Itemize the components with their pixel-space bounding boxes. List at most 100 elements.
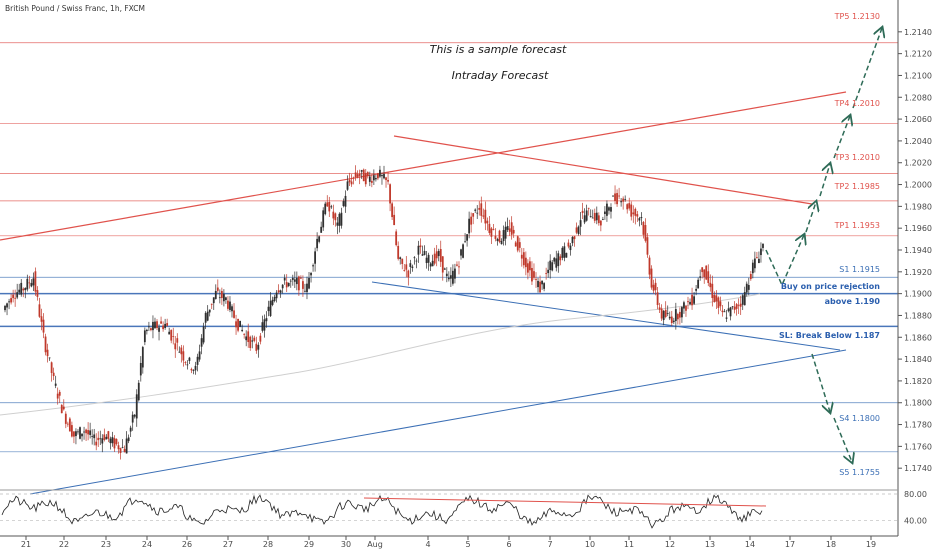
candle-body: [237, 318, 239, 331]
candle-body: [308, 277, 310, 289]
candle-body: [107, 431, 110, 439]
candle-body: [26, 278, 29, 290]
candle-body: [368, 176, 371, 182]
candle-body: [241, 329, 244, 332]
y-tick-label: 1.19000: [904, 290, 932, 299]
candle-body: [267, 306, 270, 312]
candle-body: [656, 292, 659, 305]
candle-body: [105, 436, 108, 440]
candle-body: [156, 321, 158, 328]
candle-body: [571, 236, 574, 244]
candle-body: [129, 427, 132, 432]
candle-body: [709, 282, 712, 288]
candle-body: [494, 235, 497, 239]
candle-body: [283, 277, 286, 281]
candle-body: [668, 316, 671, 319]
candle-body: [415, 260, 418, 262]
annotation-line-1: This is a sample forecast: [430, 43, 567, 56]
candle-body: [358, 173, 361, 176]
candle-body: [419, 245, 422, 248]
candle-body: [626, 204, 629, 210]
candle-body: [385, 177, 387, 181]
candle-body: [638, 218, 641, 221]
candle-body: [348, 179, 351, 183]
candle-body: [320, 226, 323, 233]
candle-body: [85, 429, 87, 434]
y-tick-label: 1.18000: [904, 399, 932, 408]
candle-body: [14, 297, 17, 299]
candle-body: [666, 313, 669, 314]
candle-body: [245, 336, 248, 341]
candle-body: [229, 301, 231, 310]
candle-body: [729, 307, 732, 317]
candle-body: [24, 287, 27, 291]
candle-body: [314, 251, 316, 264]
candle-body: [721, 310, 724, 313]
candle-body: [233, 310, 235, 318]
candle-body: [192, 370, 195, 371]
candle-body: [628, 203, 631, 209]
candle-body: [577, 226, 580, 234]
candle-body: [350, 181, 353, 185]
candle-body: [589, 216, 592, 218]
candle-body: [543, 283, 546, 289]
candle-body: [135, 394, 138, 419]
candle-body: [490, 228, 493, 237]
candle-body: [636, 214, 639, 217]
candle-body: [703, 269, 706, 278]
candle-body: [196, 356, 199, 365]
candle-body: [60, 404, 63, 414]
candle-body: [243, 333, 246, 335]
forecast-up-1: [765, 235, 804, 287]
candle-body: [510, 222, 513, 235]
candle-body: [123, 448, 126, 453]
candle-body: [257, 344, 260, 350]
candle-body: [423, 250, 426, 255]
candle-body: [198, 351, 201, 360]
candle-body: [334, 213, 337, 221]
x-tick-label: 13: [705, 540, 715, 549]
candle-body: [330, 206, 333, 208]
candle-body: [747, 285, 750, 290]
candle-body: [10, 298, 12, 303]
candle-body: [687, 301, 689, 303]
candle-body: [429, 263, 432, 267]
candle-body: [733, 306, 736, 310]
annotation-line-2: Intraday Forecast: [452, 69, 549, 82]
forecast-down-1: [811, 353, 830, 412]
y-tick-label: 1.21400: [904, 28, 932, 37]
candle-body: [255, 343, 258, 351]
candle-body: [608, 207, 610, 211]
candle-body: [190, 368, 193, 371]
forecast-up-2: [805, 202, 816, 233]
candle-body: [218, 297, 221, 299]
candle-body: [695, 288, 698, 291]
candle-body: [541, 280, 543, 285]
candle-body: [646, 237, 649, 255]
candle-body: [166, 323, 169, 326]
candle-body: [699, 276, 702, 278]
candle-body: [644, 225, 647, 241]
candle-body: [620, 201, 623, 203]
candle-body: [180, 347, 183, 355]
candle-body: [4, 305, 6, 311]
candle-body: [549, 260, 552, 271]
candle-body: [145, 329, 148, 332]
candle-body: [425, 257, 428, 264]
candle-body: [466, 234, 468, 241]
candle-body: [170, 330, 173, 341]
candle-body: [417, 245, 420, 255]
candle-body: [563, 246, 566, 258]
candle-body: [557, 253, 560, 267]
candle-body: [482, 215, 485, 217]
candle-body: [693, 296, 695, 304]
y-tick-label: 1.20200: [904, 159, 932, 168]
candle-body: [34, 271, 37, 292]
candle-body: [32, 278, 35, 286]
candle-body: [154, 321, 156, 329]
candle-body: [393, 214, 396, 226]
candle-body: [492, 229, 495, 230]
candle-body: [526, 263, 529, 273]
candle-body: [654, 282, 657, 291]
